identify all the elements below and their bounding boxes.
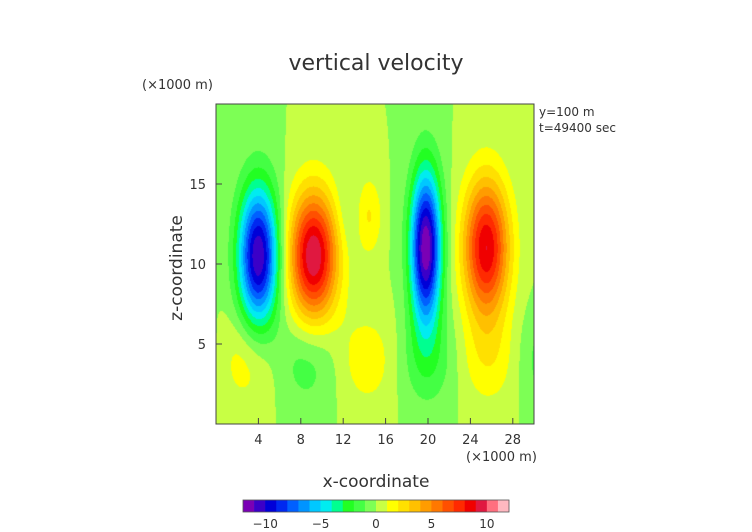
colorbar-swatch	[320, 500, 332, 512]
colorbar-swatch	[243, 500, 255, 512]
colorbar-tick-label: 5	[428, 517, 436, 531]
x-ticks: 4 8 12 16 20 24 28	[254, 418, 521, 448]
colorbar-swatch	[276, 500, 288, 512]
y-tick-label: 15	[189, 178, 206, 193]
colorbar-tick-label: −5	[312, 517, 330, 531]
x-axis-label: x-coordinate	[323, 472, 430, 492]
y-axis-label: z-coordinate	[167, 215, 187, 321]
colorbar-swatch	[486, 500, 499, 512]
colorbar-swatch	[475, 500, 488, 512]
x-tick-label: 16	[377, 433, 394, 448]
colorbar-swatch	[364, 500, 377, 512]
colorbar-tick-label: −10	[253, 517, 278, 531]
x-axis-unit: (×1000 m)	[466, 450, 537, 465]
plot-area	[215, 103, 535, 425]
colorbar-swatch	[409, 500, 421, 512]
x-tick-label: 4	[254, 433, 262, 448]
annotation-t: t=49400 sec	[539, 121, 616, 135]
colorbar-swatch	[453, 500, 465, 512]
colorbar-tick-label: 0	[372, 517, 380, 531]
x-tick-label: 8	[297, 433, 305, 448]
colorbar-swatch	[431, 500, 443, 512]
colorbar-swatch	[376, 500, 388, 512]
colorbar-swatch	[497, 500, 510, 512]
y-tick-label: 10	[189, 258, 206, 273]
y-axis-unit: (×1000 m)	[142, 78, 213, 93]
colorbar-swatch	[309, 500, 321, 512]
colorbar-swatch	[287, 500, 299, 512]
y-ticks: 5 10 15	[189, 178, 222, 353]
y-tick-label: 5	[198, 338, 206, 353]
colorbar-frame	[242, 499, 510, 513]
x-tick-label: 20	[420, 433, 437, 448]
colorbar-swatch	[254, 500, 266, 512]
colorbar	[242, 499, 510, 513]
chart-title: vertical velocity	[288, 51, 463, 76]
colorbar-swatch	[331, 500, 344, 512]
colorbar-swatch	[420, 500, 432, 512]
colorbar-swatch	[398, 500, 410, 512]
colorbar-swatch	[387, 500, 399, 512]
velocity-field	[216, 104, 534, 424]
x-tick-label: 28	[505, 433, 522, 448]
x-tick-label: 24	[462, 433, 479, 448]
colorbar-swatch	[342, 500, 355, 512]
colorbar-swatch	[298, 500, 310, 512]
colorbar-ticks: −10 −5 0 5 10	[253, 517, 495, 531]
colorbar-swatch	[353, 500, 366, 512]
colorbar-tick-label: 10	[479, 517, 494, 531]
x-tick-label: 12	[335, 433, 352, 448]
annotation-y: y=100 m	[539, 105, 595, 119]
colorbar-swatch	[464, 500, 477, 512]
colorbar-swatch	[265, 500, 277, 512]
colorbar-swatch	[442, 500, 454, 512]
